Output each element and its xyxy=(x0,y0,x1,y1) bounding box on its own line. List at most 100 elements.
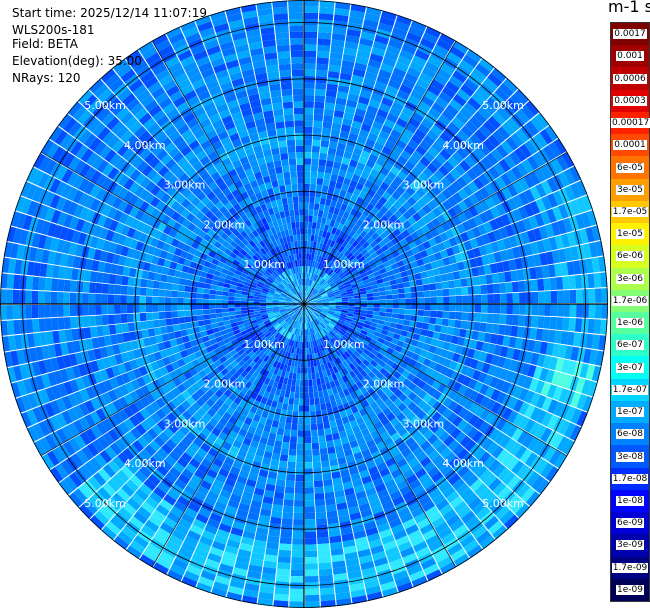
ray-cell xyxy=(140,321,148,330)
ray-cell xyxy=(329,52,343,60)
ray-cell xyxy=(107,304,115,315)
ray-cell xyxy=(334,103,346,112)
ray-cell xyxy=(594,288,602,303)
ray-cell xyxy=(202,309,210,315)
ray-cell xyxy=(308,385,314,393)
ray-cell xyxy=(165,318,173,326)
ray-cell xyxy=(574,318,583,333)
ray-cell xyxy=(474,304,482,313)
ray-cell xyxy=(325,198,332,206)
ray-cell xyxy=(334,8,350,17)
ray-cell xyxy=(443,296,450,304)
ray-cell xyxy=(291,379,297,386)
ray-cell xyxy=(379,16,395,27)
ray-cell xyxy=(133,313,141,322)
ray-cell xyxy=(342,53,356,63)
ray-cell xyxy=(550,304,558,317)
ray-cell xyxy=(329,135,339,143)
ray-cell xyxy=(397,313,405,320)
ray-cell xyxy=(468,304,475,313)
ray-cell xyxy=(321,264,326,271)
ray-cell xyxy=(313,120,323,128)
ray-cell xyxy=(468,295,475,304)
ray-cell xyxy=(31,290,39,304)
ray-cell xyxy=(436,304,444,311)
ray-cell xyxy=(588,304,596,319)
ray-cell xyxy=(396,14,412,26)
ray-cell xyxy=(306,247,310,254)
ray-cell xyxy=(423,310,431,317)
ray-cell xyxy=(358,176,367,186)
ray-cell xyxy=(486,284,494,294)
ray-cell xyxy=(25,290,32,304)
ray-cell xyxy=(304,500,315,507)
ray-cell xyxy=(404,309,412,315)
ray-cell xyxy=(422,316,430,324)
ray-cell xyxy=(101,304,108,315)
ray-cell xyxy=(319,256,325,264)
ray-cell xyxy=(197,282,205,289)
ray-cell xyxy=(392,144,404,155)
ray-cell xyxy=(197,320,205,327)
ray-cell xyxy=(298,411,304,418)
ray-cell xyxy=(165,282,173,291)
ray-cell xyxy=(304,107,314,115)
ray-cell xyxy=(70,316,78,329)
ray-cell xyxy=(315,255,320,262)
ray-cell xyxy=(289,595,304,602)
ray-cell xyxy=(353,114,364,124)
ray-cell xyxy=(411,304,418,310)
ray-cell xyxy=(307,373,312,380)
ray-cell xyxy=(595,304,602,319)
ray-cell xyxy=(447,280,456,289)
ray-cell xyxy=(344,219,352,228)
ray-cell xyxy=(196,309,204,316)
ray-cell xyxy=(442,311,450,319)
ray-cell xyxy=(319,396,326,404)
ray-cell xyxy=(309,260,314,267)
ray-cell xyxy=(304,538,317,545)
ray-cell xyxy=(323,485,334,493)
ray-cell xyxy=(347,213,355,222)
ray-cell xyxy=(434,324,442,333)
ray-cell xyxy=(293,512,304,520)
ray-cell xyxy=(380,63,394,74)
ray-cell xyxy=(283,429,291,437)
ray-cell xyxy=(133,286,141,296)
ray-cell xyxy=(383,161,394,171)
ray-cell xyxy=(408,26,425,38)
ray-cell xyxy=(304,190,310,197)
ray-cell xyxy=(317,235,322,243)
ray-cell xyxy=(304,31,318,39)
ray-cell xyxy=(313,107,324,115)
ray-cell xyxy=(519,292,526,304)
ray-cell xyxy=(306,285,309,292)
ray-cell xyxy=(318,229,324,237)
ray-cell xyxy=(305,285,307,292)
ray-cell xyxy=(323,479,333,487)
ray-cell xyxy=(348,221,356,230)
ray-cell xyxy=(487,294,494,304)
ray-cell xyxy=(473,321,481,332)
ray-cell xyxy=(328,64,341,73)
ray-cell xyxy=(209,294,216,300)
ray-cell xyxy=(25,319,34,334)
ray-cell xyxy=(404,72,419,84)
ray-cell xyxy=(215,299,222,304)
ray-cell xyxy=(317,255,322,263)
ray-cell xyxy=(308,279,312,286)
ray-cell xyxy=(304,69,316,77)
ray-cell xyxy=(12,289,20,304)
ray-cell xyxy=(333,161,342,170)
ray-cell xyxy=(319,152,328,160)
ray-cell xyxy=(309,398,315,406)
ray-cell xyxy=(305,266,308,273)
ray-cell xyxy=(134,321,142,331)
ray-cell xyxy=(397,55,412,67)
ray-cell xyxy=(337,195,345,204)
ray-cell xyxy=(316,216,323,224)
ray-cell xyxy=(304,145,312,153)
ray-cell xyxy=(309,392,314,399)
ray-cell xyxy=(331,213,338,222)
ray-cell xyxy=(593,319,602,334)
